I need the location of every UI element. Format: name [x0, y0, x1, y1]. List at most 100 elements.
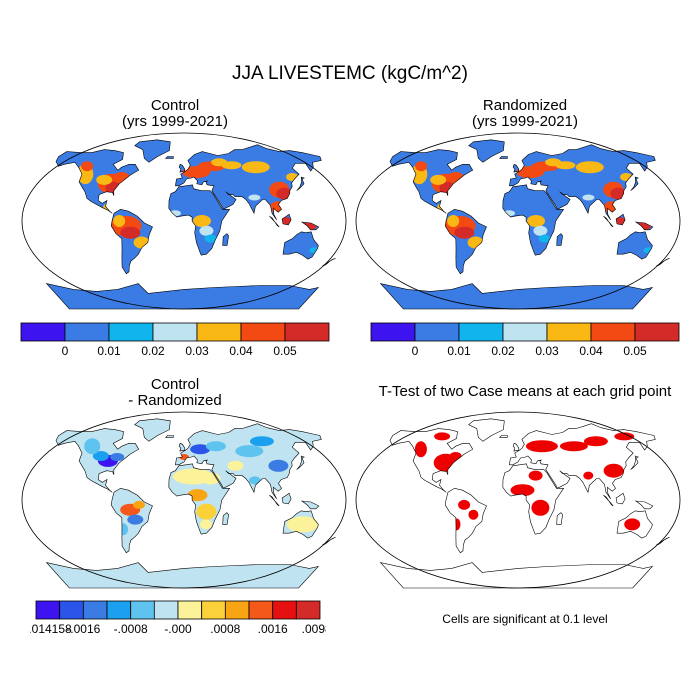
coastline-australia: [282, 510, 319, 539]
colorbar-randomized: 0 0.01 0.02 0.03 0.04 0.05: [370, 322, 680, 358]
panel-control-years: (yrs 1999-2021): [122, 113, 228, 130]
map-ttest: [355, 411, 681, 589]
coastline-samerica: [110, 487, 153, 554]
coastline-eurasia: [175, 144, 322, 221]
colorbar-swatch: [240, 322, 286, 342]
colorbar-swatch: [502, 322, 548, 342]
coastline-sumatra: [603, 215, 614, 228]
coastline-namerica: [55, 149, 140, 214]
coastline-uk: [178, 442, 186, 452]
colorbar-tick-label: .0016: [258, 622, 288, 636]
coastline-madagascar: [556, 233, 563, 246]
panel-randomized-name: Randomized: [482, 97, 568, 114]
coastline-iceland: [499, 156, 508, 159]
coastline-australia: [616, 231, 653, 260]
colorbar-swatch: [108, 322, 154, 342]
coastline-iceland: [165, 435, 174, 438]
significance-note: Cells are significant at 0.1 level: [442, 612, 608, 626]
coastline-antarctica: [45, 562, 320, 589]
colorbar-swatch: [634, 322, 680, 342]
coastline-nz: [322, 536, 336, 546]
globe-outline: [356, 412, 680, 588]
colorbar-tick-label: 0.05: [623, 344, 647, 358]
coastline-newguinea: [300, 500, 320, 510]
colorbar-swatch: [590, 322, 636, 342]
map-difference: [21, 411, 347, 589]
coastline-nz: [656, 257, 670, 267]
coastline-antarctica: [379, 283, 654, 310]
colorbar-swatch: [248, 600, 274, 620]
colorbar-swatch: [20, 322, 66, 342]
colorbar-swatch: [177, 600, 203, 620]
colorbar-swatch: [458, 322, 504, 342]
colorbar-tick-label: 0.01: [97, 344, 121, 358]
coastline-australia: [282, 231, 319, 260]
coastline-samerica: [444, 487, 487, 554]
colorbar-tick-label: -.0016: [66, 622, 100, 636]
panel-control-title: Control (yrs 1999-2021): [47, 98, 303, 130]
coastline-borneo: [615, 492, 626, 505]
coastline-eurasia: [509, 423, 656, 500]
coastline-namerica: [389, 149, 474, 214]
colorbar-tick-label: 0.04: [579, 344, 603, 358]
colorbar-control: 0 0.01 0.02 0.03 0.04 0.05: [20, 322, 330, 358]
coastline-iceland: [165, 156, 174, 159]
colorbar-tick-label: 0.02: [141, 344, 165, 358]
colorbar-tick-label: 0.02: [491, 344, 515, 358]
colorbar-tick-label: 0.03: [185, 344, 209, 358]
coastline-antarctica: [379, 562, 654, 589]
colorbar-tick-label: 0.01: [447, 344, 471, 358]
panel-ttest-title: T-Test of two Case means at each grid po…: [378, 383, 672, 400]
colorbar-swatch: [272, 600, 297, 620]
coastline-newguinea: [634, 221, 654, 231]
panel-difference-name: Control: [150, 376, 200, 393]
colorbar-tick-label: 0.05: [273, 344, 297, 358]
panel-randomized-years: (yrs 1999-2021): [472, 113, 578, 130]
panel-difference-title: Control - Randomized: [47, 377, 303, 409]
coastline-sumatra: [269, 494, 280, 507]
coastline-eurasia: [509, 144, 656, 221]
coastline-greenland: [134, 139, 171, 163]
coastline-namerica: [389, 428, 474, 493]
coastline-africa: [502, 463, 565, 535]
coastline-africa: [502, 184, 565, 256]
colorbar-swatch: [130, 600, 155, 620]
coastline-madagascar: [222, 512, 229, 525]
coastline-uk: [512, 163, 520, 173]
coastline-africa: [168, 463, 231, 535]
colorbar-swatch: [201, 600, 226, 620]
panel-control-name: Control: [150, 97, 200, 114]
coastline-madagascar: [222, 233, 229, 246]
figure-title: JJA LIVESTEMC (kgC/m^2): [232, 63, 468, 84]
coastline-newguinea: [300, 221, 320, 231]
colorbar-tick-label: 0: [62, 344, 69, 358]
coastline-greenland: [468, 418, 505, 442]
colorbar-tick-label: .0008: [210, 622, 240, 636]
coastline-sumatra: [269, 215, 280, 228]
coastline-nz: [322, 257, 336, 267]
colorbar-swatch: [295, 600, 321, 620]
coastline-namerica: [55, 428, 140, 493]
coastline-nz: [656, 536, 670, 546]
colorbar-tick-label: 0.04: [229, 344, 253, 358]
coastline-borneo: [281, 213, 292, 226]
coastline-uk: [178, 163, 186, 173]
map-control: [21, 132, 347, 310]
colorbar-swatch: [546, 322, 592, 342]
coastline-greenland: [134, 418, 171, 442]
coastline-sumatra: [603, 494, 614, 507]
colorbar-swatch: [414, 322, 460, 342]
coastline-madagascar: [556, 512, 563, 525]
colorbar-tick-label: -.014158: [30, 622, 72, 636]
coastline-greenland: [468, 139, 505, 163]
colorbar-tick-label: 0.03: [535, 344, 559, 358]
coastline-borneo: [281, 492, 292, 505]
coastline-antarctica: [45, 283, 320, 310]
colorbar-tick-label: -.000: [164, 622, 192, 636]
coastline-australia: [616, 510, 653, 539]
colorbar-tick-label: 0: [412, 344, 419, 358]
coastline-borneo: [615, 213, 626, 226]
colorbar-swatch: [59, 600, 84, 620]
panel-randomized-title: Randomized (yrs 1999-2021): [397, 98, 653, 130]
